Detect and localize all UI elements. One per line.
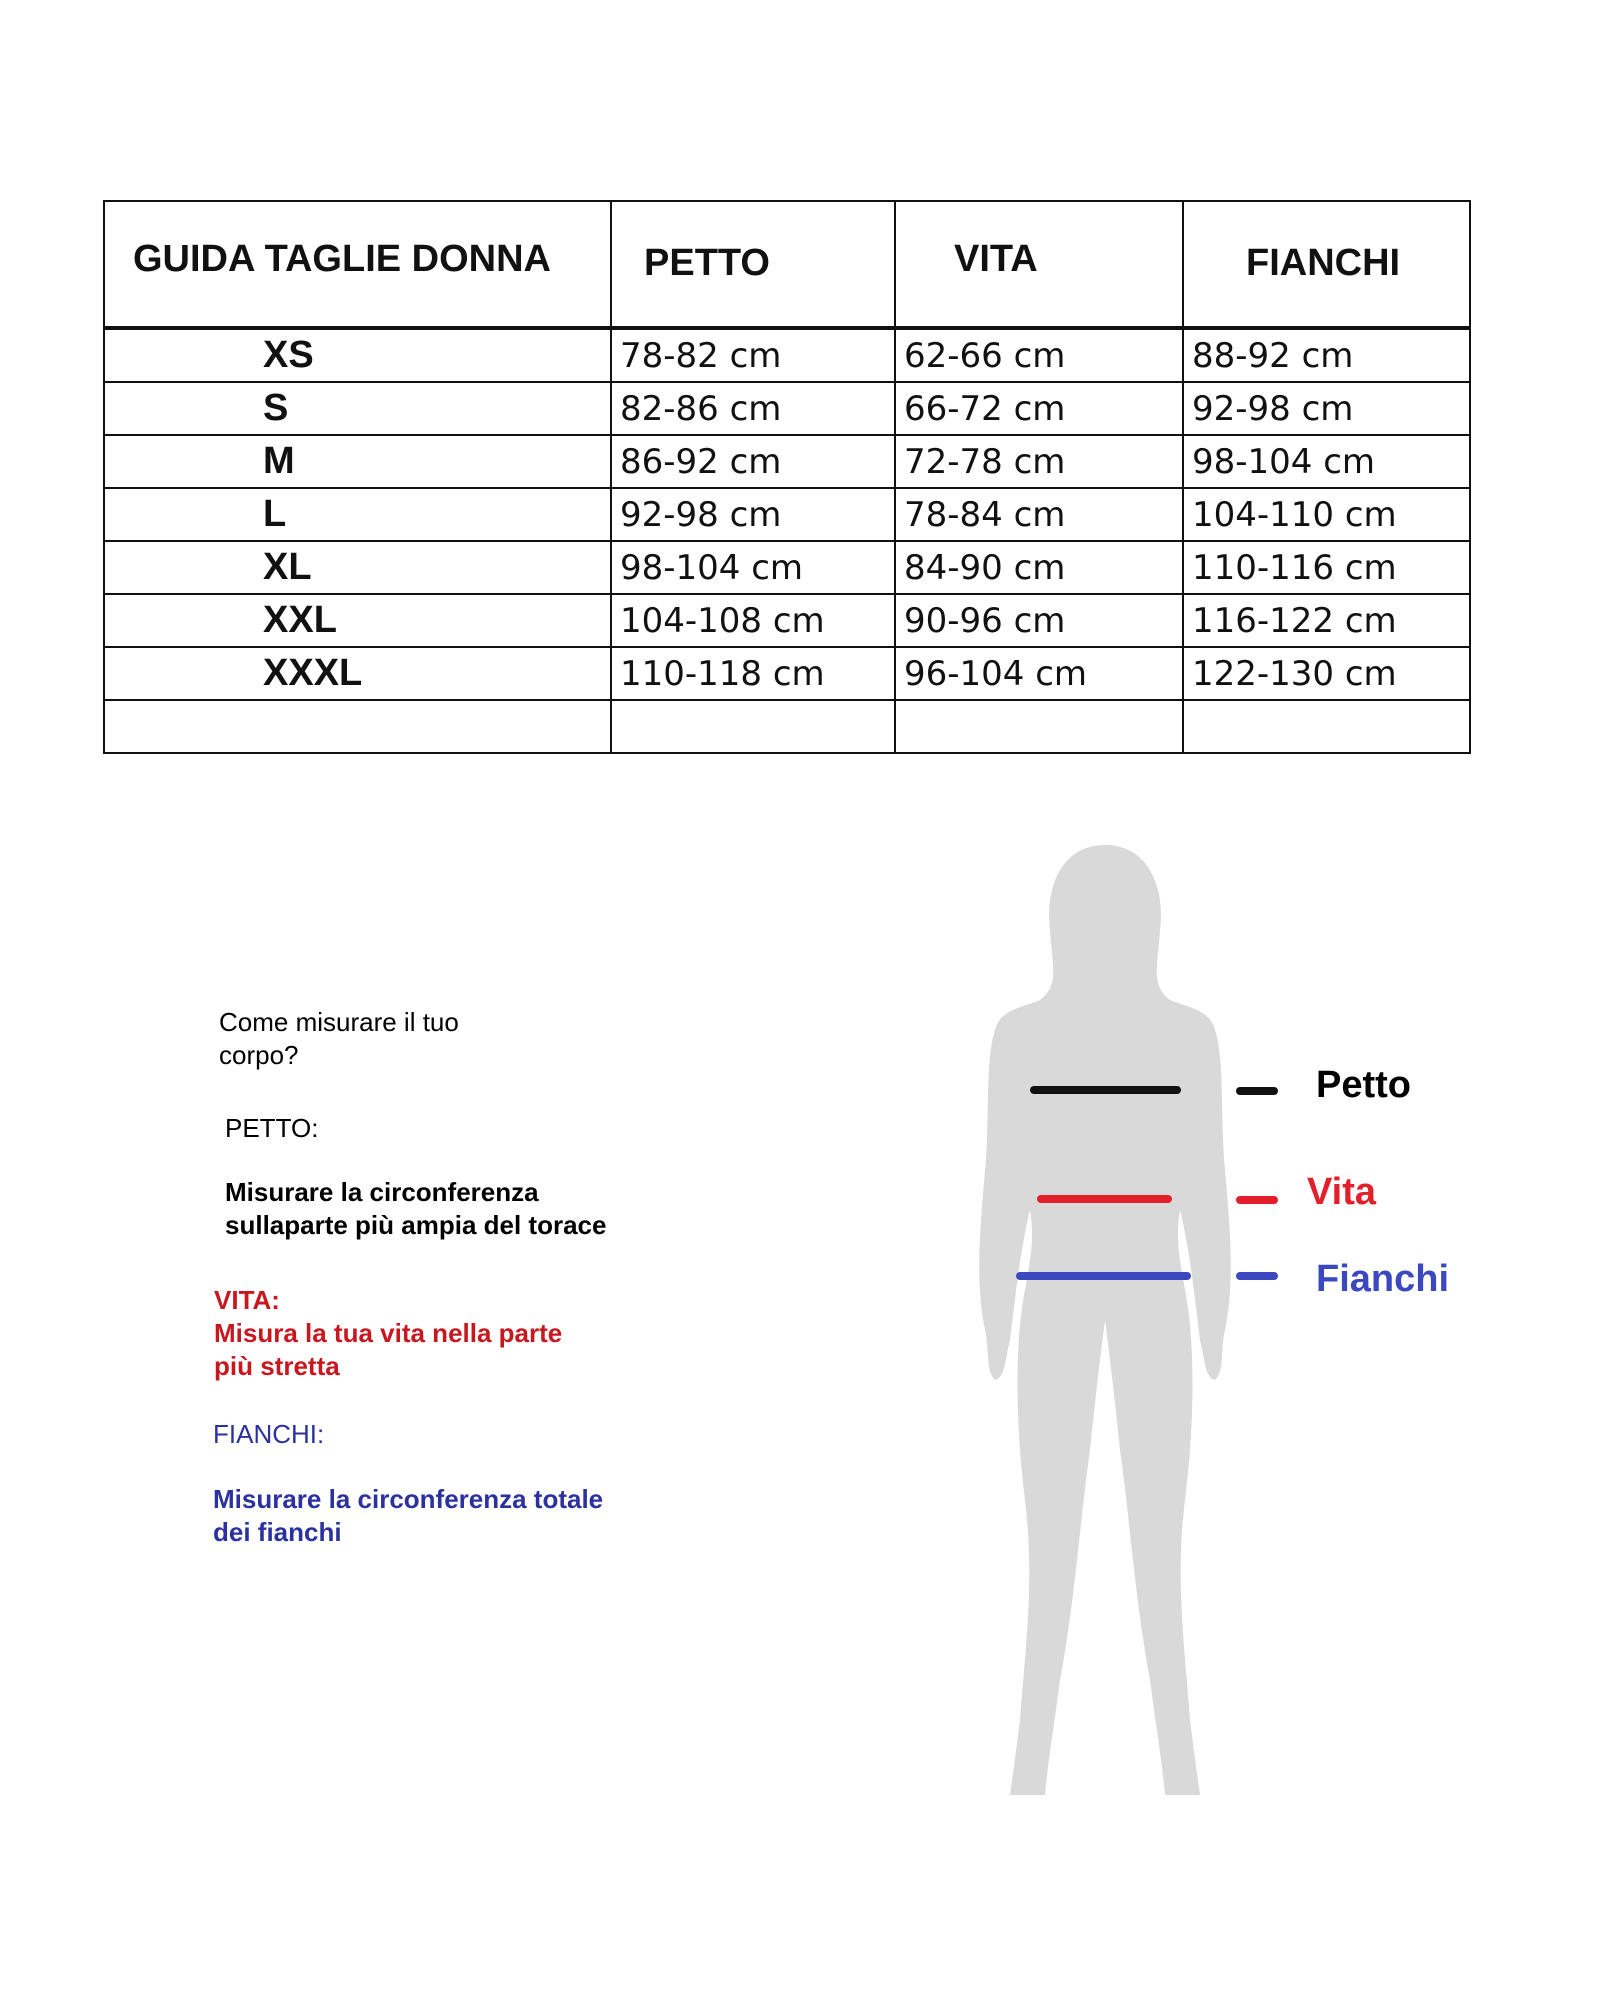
measure-cell: 82-86 cm bbox=[610, 381, 896, 436]
table-row: XXXL 110-118 cm 96-104 cm 122-130 cm bbox=[103, 646, 1471, 701]
size-cell: S bbox=[103, 381, 612, 436]
measure-cell: 78-84 cm bbox=[894, 487, 1184, 542]
size-cell: XL bbox=[103, 540, 612, 595]
header-text: FIANCHI bbox=[1246, 242, 1401, 284]
vita-section: VITA: Misura la tua vita nella parte più… bbox=[214, 1284, 562, 1383]
header-text: VITA bbox=[954, 238, 1038, 280]
size-cell: XS bbox=[103, 327, 612, 383]
table-row bbox=[103, 699, 1471, 754]
measure-cell: 104-110 cm bbox=[1182, 487, 1471, 542]
header-fianchi: FIANCHI bbox=[1182, 200, 1471, 330]
size-chart-table: GUIDA TAGLIE DONNA PETTO VITA FIANCHI XS… bbox=[103, 200, 1471, 754]
measure-cell: 92-98 cm bbox=[610, 487, 896, 542]
woman-silhouette bbox=[979, 845, 1231, 1795]
table-row: L 92-98 cm 78-84 cm 104-110 cm bbox=[103, 487, 1471, 542]
petto-label: PETTO: bbox=[225, 1113, 319, 1143]
table-header-row: GUIDA TAGLIE DONNA PETTO VITA FIANCHI bbox=[103, 200, 1471, 330]
table-row: XS 78-82 cm 62-66 cm 88-92 cm bbox=[103, 327, 1471, 383]
vita-legend-label: Vita bbox=[1307, 1171, 1377, 1213]
measure-cell bbox=[894, 699, 1184, 754]
size-cell: XXXL bbox=[103, 646, 612, 701]
desc-line: dei fianchi bbox=[213, 1517, 342, 1547]
measure-cell: 86-92 cm bbox=[610, 434, 896, 489]
measure-cell: 72-78 cm bbox=[894, 434, 1184, 489]
vita-label: VITA: bbox=[214, 1285, 280, 1315]
measure-cell: 98-104 cm bbox=[610, 540, 896, 595]
measure-cell bbox=[610, 699, 896, 754]
table-row: S 82-86 cm 66-72 cm 92-98 cm bbox=[103, 381, 1471, 436]
table-row: XXL 104-108 cm 90-96 cm 116-122 cm bbox=[103, 593, 1471, 648]
desc-line: Misura la tua vita nella parte bbox=[214, 1318, 563, 1348]
measure-cell: 110-118 cm bbox=[610, 646, 896, 701]
measure-cell: 122-130 cm bbox=[1182, 646, 1471, 701]
measure-cell: 78-82 cm bbox=[610, 327, 896, 383]
measure-cell: 116-122 cm bbox=[1182, 593, 1471, 648]
petto-legend-label: Petto bbox=[1316, 1064, 1411, 1106]
petto-description: Misurare la circonferenza sullaparte più… bbox=[225, 1176, 606, 1242]
table-row: XL 98-104 cm 84-90 cm 110-116 cm bbox=[103, 540, 1471, 595]
measure-cell: 104-108 cm bbox=[610, 593, 896, 648]
header-size-guide: GUIDA TAGLIE DONNA bbox=[103, 200, 612, 330]
desc-line: sullaparte più ampia del torace bbox=[225, 1210, 607, 1240]
measure-cell: 90-96 cm bbox=[894, 593, 1184, 648]
size-cell bbox=[103, 699, 612, 754]
measure-cell bbox=[1182, 699, 1471, 754]
title-line: corpo? bbox=[219, 1040, 299, 1070]
measure-cell: 66-72 cm bbox=[894, 381, 1184, 436]
measure-cell: 88-92 cm bbox=[1182, 327, 1471, 383]
measure-cell: 110-116 cm bbox=[1182, 540, 1471, 595]
fianchi-description: Misurare la circonferenza totale dei fia… bbox=[213, 1483, 603, 1549]
title-line: Come misurare il tuo bbox=[219, 1007, 459, 1037]
measure-cell: 98-104 cm bbox=[1182, 434, 1471, 489]
size-cell: M bbox=[103, 434, 612, 489]
size-cell: XXL bbox=[103, 593, 612, 648]
header-petto: PETTO bbox=[610, 200, 896, 330]
header-text: PETTO bbox=[644, 242, 770, 284]
measure-cell: 84-90 cm bbox=[894, 540, 1184, 595]
how-to-measure-title: Come misurare il tuo corpo? bbox=[219, 1006, 459, 1072]
table-row: M 86-92 cm 72-78 cm 98-104 cm bbox=[103, 434, 1471, 489]
desc-line: più stretta bbox=[214, 1351, 340, 1381]
desc-line: Misurare la circonferenza totale bbox=[213, 1484, 604, 1514]
header-text: GUIDA TAGLIE DONNA bbox=[133, 238, 551, 280]
measure-cell: 96-104 cm bbox=[894, 646, 1184, 701]
header-vita: VITA bbox=[894, 200, 1184, 330]
measure-cell: 92-98 cm bbox=[1182, 381, 1471, 436]
fianchi-label: FIANCHI: bbox=[213, 1419, 325, 1449]
fianchi-legend-label: Fianchi bbox=[1316, 1258, 1450, 1300]
measure-cell: 62-66 cm bbox=[894, 327, 1184, 383]
desc-line: Misurare la circonferenza bbox=[225, 1177, 539, 1207]
size-cell: L bbox=[103, 487, 612, 542]
